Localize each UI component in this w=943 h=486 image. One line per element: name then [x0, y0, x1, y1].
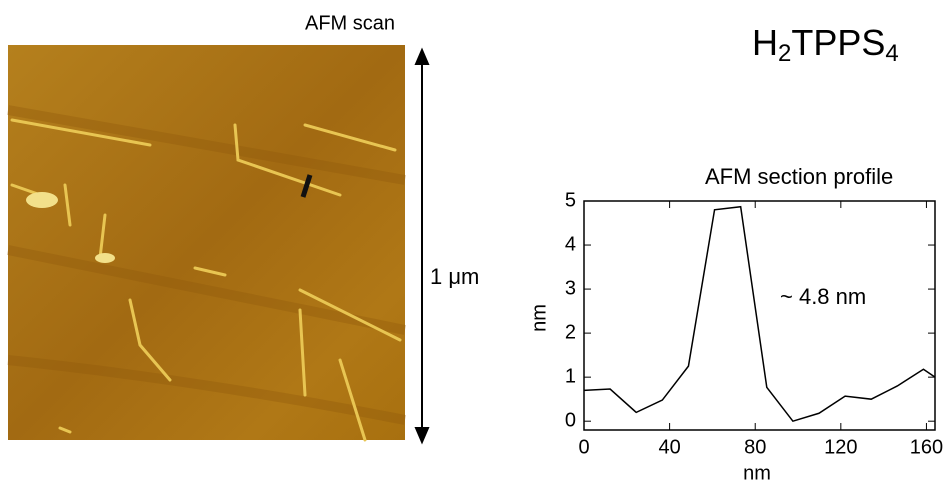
x-tick-label: 120: [824, 436, 857, 458]
annotation: ~ 4.8 nm: [780, 284, 866, 309]
compound-label: H2TPPS4: [752, 22, 899, 68]
x-tick-label: 160: [910, 436, 943, 458]
compound-part: 4: [885, 40, 898, 67]
x-tick-label: 0: [578, 436, 589, 458]
y-axis-label: nm: [528, 304, 550, 332]
y-tick-label: 5: [565, 189, 576, 211]
scale-arrow: [414, 47, 430, 445]
y-tick-label: 4: [565, 233, 576, 255]
scan-label: AFM scan: [305, 12, 395, 34]
chart-title: AFM section profile: [705, 164, 893, 189]
compound-part: 2: [778, 40, 791, 67]
profile-line: [583, 205, 936, 423]
x-axis-label: nm: [743, 462, 771, 484]
afm-image: [7, 45, 406, 442]
y-tick-label: 2: [565, 321, 576, 343]
y-tick-label: 0: [565, 409, 576, 431]
y-tick-label: 3: [565, 277, 576, 299]
y-tick-label: 1: [565, 365, 576, 387]
x-tick-label: 80: [744, 436, 766, 458]
scale-label: 1 μm: [430, 264, 479, 289]
x-tick-label: 40: [658, 436, 680, 458]
compound-part: TPPS: [791, 22, 885, 63]
plot-frame: [583, 200, 936, 431]
compound-part: H: [752, 22, 778, 63]
